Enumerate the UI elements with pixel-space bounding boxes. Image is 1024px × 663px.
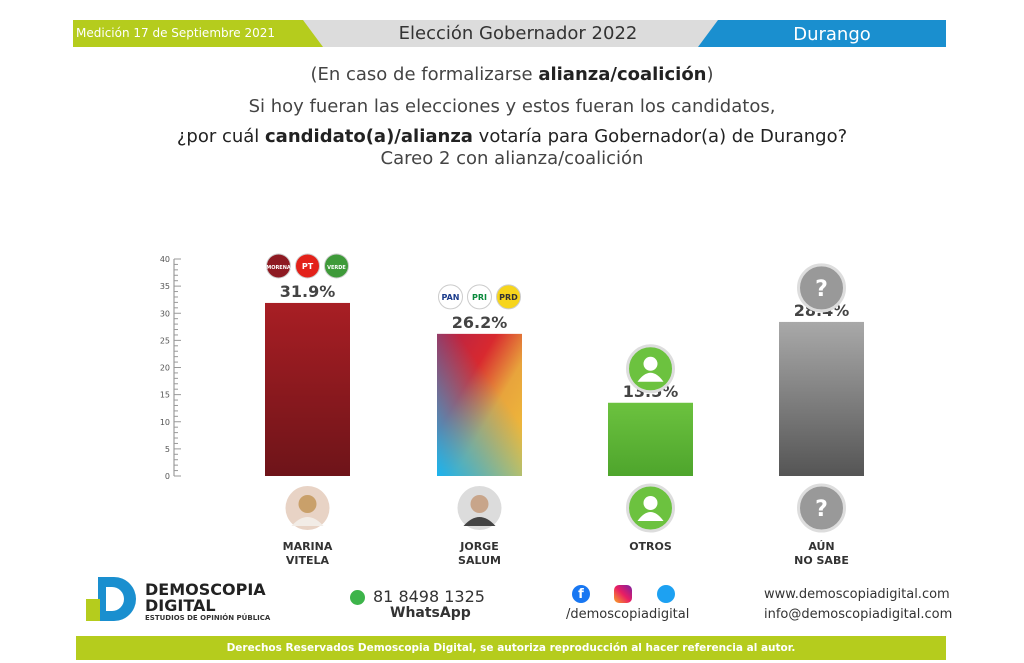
candidate-name: JORGE SALUM bbox=[420, 540, 540, 568]
question-icon bbox=[797, 483, 846, 533]
brand-tagline: ESTUDIOS DE OPINIÓN PÚBLICA bbox=[145, 614, 271, 622]
candidate-name-line: AÚN bbox=[808, 540, 835, 553]
question-line-2: Si hoy fueran las elecciones y estos fue… bbox=[248, 96, 776, 117]
bar-3 bbox=[779, 321, 864, 476]
candidate-name: OTROS bbox=[591, 540, 711, 554]
pt-logo-icon bbox=[295, 253, 320, 279]
twitter-icon[interactable] bbox=[657, 585, 675, 603]
question-line-4: Careo 2 con alianza/coalición bbox=[380, 148, 644, 169]
survey-date: Medición 17 de Septiembre 2021 bbox=[73, 20, 323, 47]
website-link[interactable]: www.demoscopiadigital.com bbox=[764, 587, 950, 602]
morena-logo-icon bbox=[266, 253, 291, 279]
candidate-face bbox=[298, 495, 317, 513]
y-tick-label: 10 bbox=[160, 418, 170, 427]
question-line-1: (En caso de formalizarse alianza/coalici… bbox=[310, 64, 714, 85]
party-logo-text: MORENA bbox=[266, 265, 291, 271]
y-tick-label: 30 bbox=[160, 309, 170, 318]
data-label: 26.2% bbox=[452, 313, 508, 332]
candidate-name-line: VITELA bbox=[285, 554, 330, 567]
brand-logo bbox=[86, 577, 136, 621]
question-line-3: ¿por cuál candidato(a)/alianza votaría p… bbox=[176, 126, 848, 147]
y-tick-label: 15 bbox=[160, 391, 170, 400]
brand-name-2: DIGITAL bbox=[145, 596, 216, 615]
candidate-name-line: OTROS bbox=[629, 540, 672, 553]
candidate-name-line: MARINA bbox=[282, 540, 333, 553]
question-mark: ? bbox=[815, 277, 828, 302]
verde-logo-icon bbox=[324, 253, 349, 279]
copyright-bar: Derechos Reservados Demoscopia Digital, … bbox=[76, 636, 946, 660]
party-logo-text: VERDE bbox=[327, 265, 346, 271]
candidate-name-line: SALUM bbox=[458, 554, 501, 567]
person-body bbox=[637, 372, 664, 382]
y-tick-label: 40 bbox=[160, 255, 170, 264]
header-banner: Medición 17 de Septiembre 2021 Elección … bbox=[73, 20, 946, 47]
question-icon bbox=[797, 263, 846, 313]
y-tick-label: 20 bbox=[160, 364, 170, 373]
party-logo-text: PT bbox=[302, 262, 314, 271]
whatsapp-label: WhatsApp bbox=[390, 605, 471, 621]
social-handle[interactable]: /demoscopiadigital bbox=[566, 607, 690, 622]
person-body bbox=[637, 512, 664, 521]
party-logo-text: PAN bbox=[441, 293, 459, 302]
candidate-body bbox=[463, 517, 496, 526]
person-head bbox=[643, 496, 658, 510]
party-logo-text: PRI bbox=[472, 293, 487, 302]
bar-2 bbox=[608, 402, 693, 476]
prd-logo-icon bbox=[496, 284, 521, 310]
data-label: 31.9% bbox=[280, 282, 336, 301]
email-link[interactable]: info@demoscopiadigital.com bbox=[764, 607, 953, 622]
facebook-icon[interactable]: f bbox=[572, 585, 590, 603]
y-tick-label: 35 bbox=[160, 282, 170, 291]
candidate-name-line: NO SABE bbox=[794, 554, 849, 567]
phone-number: 81 8498 1325 bbox=[373, 587, 485, 606]
y-tick-label: 5 bbox=[165, 445, 170, 454]
candidate-face bbox=[470, 495, 489, 513]
pan-logo-icon bbox=[438, 284, 463, 310]
person-head bbox=[643, 356, 658, 371]
candidate-name: MARINA VITELA bbox=[248, 540, 368, 568]
candidate-body bbox=[291, 517, 324, 526]
whatsapp-icon bbox=[350, 590, 365, 605]
y-tick-label: 25 bbox=[160, 336, 170, 345]
brand-name-1: DEMOSCOPIA bbox=[145, 580, 266, 599]
bar-0 bbox=[265, 302, 350, 476]
bar-overlay bbox=[437, 333, 522, 476]
candidate-name: AÚN NO SABE bbox=[762, 540, 882, 568]
page-title: Elección Gobernador 2022 bbox=[398, 23, 638, 44]
candidate-name-line: JORGE bbox=[460, 540, 499, 553]
y-tick-label: 0 bbox=[165, 472, 170, 481]
party-logo-text: PRD bbox=[499, 293, 518, 302]
state-label: Durango bbox=[698, 20, 946, 47]
question-mark: ? bbox=[815, 497, 828, 522]
pri-logo-icon bbox=[467, 284, 492, 310]
instagram-icon[interactable] bbox=[614, 585, 632, 603]
